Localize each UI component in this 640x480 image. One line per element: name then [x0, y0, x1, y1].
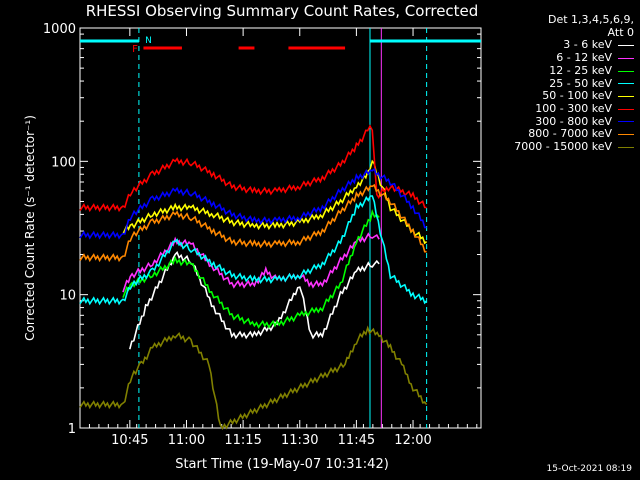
y-axis-label: Corrected Count Rate (s⁻¹ detector⁻¹)	[23, 115, 37, 341]
legend-swatch	[618, 146, 634, 148]
series-line	[79, 325, 428, 431]
legend-swatch	[618, 134, 634, 136]
legend-item: 50 - 100 keV	[514, 90, 634, 103]
x-tick-label: 10:45	[111, 433, 148, 448]
chart-title: RHESSI Observing Summary Count Rates, Co…	[86, 2, 479, 20]
legend-swatch	[618, 121, 634, 123]
legend: Det 1,3,4,5,6,9, Att 0 3 - 6 keV 6 - 12 k…	[514, 13, 634, 154]
legend-item-label: 300 - 800 keV	[535, 114, 612, 128]
legend-item: 300 - 800 keV	[514, 114, 634, 129]
x-tick-label: 11:15	[224, 433, 261, 448]
legend-item-label: 100 - 300 keV	[535, 101, 612, 115]
legend-item-label: 7000 - 15000 keV	[514, 140, 612, 154]
series-line	[122, 208, 380, 329]
y-tick-label: 10	[59, 289, 76, 304]
legend-item-label: 50 - 100 keV	[542, 89, 612, 103]
legend-item-label: 12 - 25 keV	[549, 63, 612, 77]
legend-swatch	[618, 57, 634, 59]
legend-item-label: 25 - 50 keV	[549, 76, 612, 90]
x-tick-label: 11:45	[338, 433, 375, 448]
series-line	[129, 251, 380, 350]
x-tick-label: 11:00	[168, 433, 205, 448]
series-line	[79, 167, 427, 240]
legend-entries: 3 - 6 keV 6 - 12 keV 12 - 25 keV 25 - 50 ke…	[514, 39, 634, 153]
legend-header-line-2: Att 0	[607, 25, 634, 39]
x-tick-label: 12:00	[394, 433, 431, 448]
legend-item-label: 3 - 6 keV	[563, 38, 612, 52]
timestamp: 15-Oct-2021 08:19	[546, 464, 632, 474]
legend-swatch	[618, 83, 634, 85]
legend-swatch	[618, 96, 634, 98]
legend-item: 12 - 25 keV	[514, 63, 634, 78]
legend-item: 800 - 7000 keV	[514, 128, 634, 141]
legend-item: 100 - 300 keV	[514, 101, 634, 116]
legend-item: 6 - 12 keV	[514, 51, 634, 65]
legend-item-label: 800 - 7000 keV	[528, 127, 612, 141]
y-tick-label: 1000	[43, 22, 76, 37]
flare-label: F	[132, 44, 138, 55]
series-line	[122, 232, 380, 293]
legend-item: 3 - 6 keV	[514, 39, 634, 52]
x-tick-label: 11:30	[281, 433, 318, 448]
legend-swatch	[618, 108, 634, 110]
y-tick-label: 100	[51, 155, 76, 170]
plot-frame	[79, 27, 482, 429]
y-tick-label: 1	[68, 422, 76, 437]
series-line	[79, 124, 427, 213]
night-label: N	[145, 36, 152, 46]
legend-item-label: 6 - 12 keV	[556, 51, 612, 65]
series-line	[79, 183, 427, 263]
plot-area: 1 10 100 1000 10:45 11:00 11:15 11:30 11:45 12:00…	[43, 22, 482, 448]
legend-item: 25 - 50 keV	[514, 76, 634, 91]
x-axis-label: Start Time (19-May-07 10:31:42)	[175, 457, 389, 472]
series-line	[79, 195, 428, 306]
legend-swatch	[618, 70, 634, 72]
legend-item: 7000 - 15000 keV	[514, 140, 634, 154]
legend-header-line-1: Det 1,3,4,5,6,9,	[547, 13, 634, 26]
legend-swatch	[618, 45, 634, 47]
